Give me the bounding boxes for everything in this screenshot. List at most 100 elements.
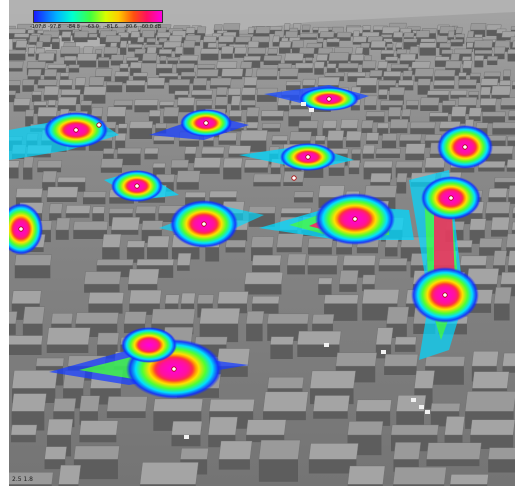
legend-ticks: -107.8 -97.8 -84.8 -63.0 -81.6 -80.6 -60…	[30, 24, 170, 32]
building-roof	[46, 327, 91, 345]
building-roof	[9, 472, 54, 485]
building-wall	[478, 167, 505, 172]
building-roof	[370, 173, 392, 183]
transmitter-marker[interactable]	[352, 216, 358, 222]
legend-tick-label: -63.0	[86, 24, 99, 30]
building-roof	[88, 292, 125, 304]
building-wall	[270, 344, 293, 360]
building-roof	[155, 63, 173, 69]
building-roof	[270, 336, 295, 345]
building-roof	[280, 207, 312, 214]
building-roof	[158, 72, 179, 77]
building-roof	[106, 106, 127, 117]
building-wall	[318, 284, 332, 295]
building-wall	[507, 53, 515, 62]
building-roof	[9, 49, 27, 54]
building-roof	[378, 258, 408, 266]
building-roof	[345, 130, 362, 141]
building-wall	[491, 230, 509, 237]
building-wall	[235, 42, 251, 45]
building-roof	[106, 396, 148, 412]
building-wall	[327, 140, 343, 151]
building-roof	[262, 391, 309, 412]
building-roof	[61, 31, 72, 38]
building-roof	[239, 130, 268, 141]
city-scene[interactable]	[9, 0, 515, 486]
building-roof	[409, 46, 420, 54]
building-roof	[469, 218, 487, 231]
building-wall	[191, 95, 212, 99]
building-roof	[307, 255, 339, 266]
transmitter-marker[interactable]	[448, 195, 454, 201]
building-wall	[256, 76, 278, 80]
building-roof	[11, 290, 42, 304]
building-wall	[88, 37, 98, 40]
building-wall	[507, 140, 515, 147]
building-wall	[328, 167, 345, 176]
transmitter-marker[interactable]	[96, 122, 102, 128]
building-roof	[469, 72, 481, 77]
building-roof	[24, 109, 35, 117]
transmitter-marker[interactable]	[73, 127, 79, 133]
building-wall	[384, 366, 417, 376]
building-wall	[144, 153, 158, 160]
rooftop-object	[184, 435, 189, 439]
building-roof	[80, 100, 93, 106]
transmitter-marker[interactable]	[134, 183, 140, 189]
building-wall	[234, 53, 246, 58]
building-roof	[217, 35, 235, 43]
building-roof	[444, 416, 465, 436]
building-wall	[44, 459, 66, 470]
building-roof	[426, 442, 482, 460]
building-roof	[475, 122, 489, 129]
building-roof	[176, 170, 201, 183]
building-roof	[38, 34, 52, 43]
building-roof	[458, 72, 467, 77]
building-roof	[502, 352, 515, 367]
transmitter-marker[interactable]	[171, 366, 177, 372]
transmitter-marker[interactable]	[18, 226, 24, 232]
transmitter-marker[interactable]	[305, 154, 311, 160]
building-roof	[488, 188, 508, 198]
3d-viewport[interactable]	[9, 0, 515, 486]
building-wall	[142, 60, 157, 64]
building-roof	[60, 46, 81, 54]
transmitter-marker[interactable]	[203, 120, 209, 126]
building-roof	[174, 90, 189, 96]
building-roof	[375, 327, 394, 345]
building-roof	[246, 107, 260, 117]
transmitter-marker[interactable]	[201, 221, 207, 227]
legend-tick-label: -107.8	[30, 24, 47, 30]
building-roof	[251, 296, 280, 304]
building-wall	[258, 459, 298, 482]
building-wall	[127, 284, 158, 291]
building-wall	[307, 247, 332, 255]
building-roof	[385, 56, 399, 61]
building-roof	[272, 35, 280, 43]
building-roof	[502, 69, 512, 77]
transmitter-marker[interactable]	[291, 175, 297, 181]
building-roof	[291, 40, 305, 48]
building-wall	[27, 53, 35, 57]
building-roof	[110, 54, 124, 61]
transmitter-marker[interactable]	[462, 144, 468, 150]
building-roof	[510, 26, 515, 31]
building-wall	[117, 153, 141, 166]
building-roof	[144, 147, 159, 154]
building-wall	[183, 47, 195, 55]
building-roof	[305, 57, 314, 61]
building-roof	[127, 44, 143, 48]
building-roof	[294, 62, 314, 69]
transmitter-marker[interactable]	[442, 292, 448, 298]
building-wall	[313, 411, 348, 419]
building-roof	[307, 237, 334, 248]
building-roof	[222, 23, 241, 31]
building-roof	[500, 272, 515, 285]
transmitter-marker[interactable]	[326, 96, 332, 102]
building-roof	[390, 63, 410, 69]
building-wall	[500, 105, 515, 110]
building-roof	[201, 146, 225, 154]
building-roof	[365, 132, 380, 141]
building-roof	[230, 95, 241, 106]
building-roof	[417, 78, 431, 86]
